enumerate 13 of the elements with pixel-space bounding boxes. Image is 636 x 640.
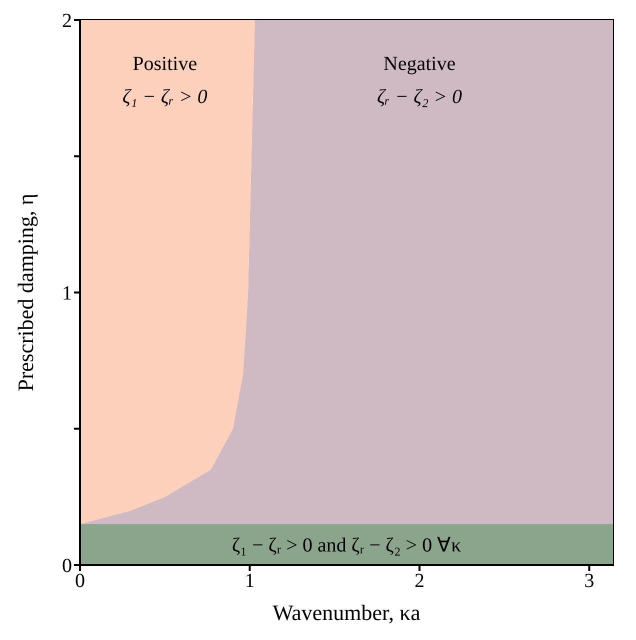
x-tick-label: 3 (584, 570, 594, 592)
x-tick-label: 2 (414, 570, 424, 592)
band-label: ζ₁ − ζᵣ > 0 and ζᵣ − ζ₂ > 0 ∀κ (232, 534, 462, 557)
x-axis-title: Wavenumber, κa (272, 600, 421, 625)
annotation: ζᵣ − ζ₂ > 0 (376, 86, 464, 110)
annotation: ζ₁ − ζᵣ > 0 (121, 86, 208, 110)
annotation: Positive (132, 53, 198, 76)
y-tick-label: 1 (62, 282, 72, 305)
annotation: Negative (382, 53, 457, 76)
y-axis-title: Prescribed damping, η (12, 194, 38, 392)
y-tick-label: 2 (62, 10, 72, 32)
y-tick-label: 0 (62, 555, 72, 578)
x-tick-label: 1 (244, 570, 255, 592)
